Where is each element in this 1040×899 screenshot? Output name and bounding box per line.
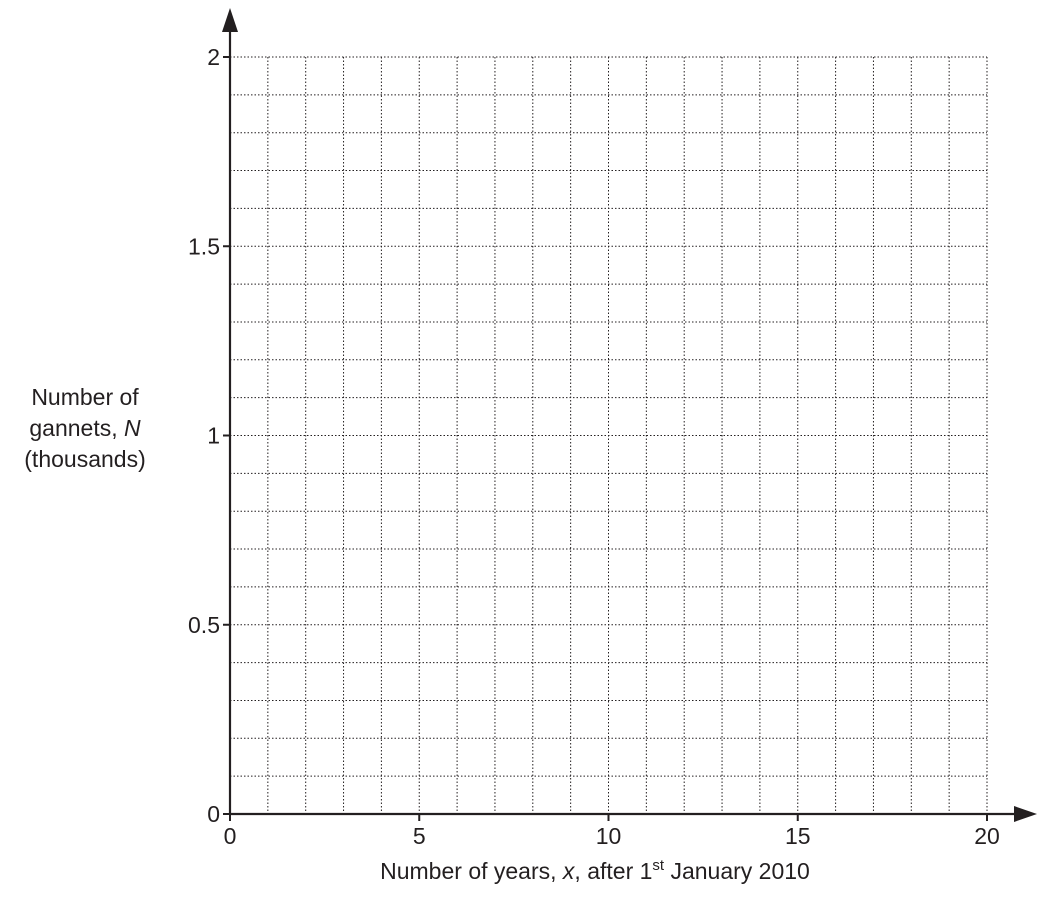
y-tick-label: 1.5	[188, 233, 220, 259]
x-axis-label-part-3: January 2010	[664, 858, 810, 884]
axes	[222, 8, 1037, 822]
x-tick-label: 5	[413, 823, 426, 849]
x-axis-label-part-2: , after 1	[574, 858, 653, 884]
y-tick-label: 0	[207, 801, 220, 827]
y-axis-variable: N	[124, 415, 141, 441]
x-tick-label: 20	[974, 823, 1000, 849]
y-axis-label-line-3: (thousands)	[24, 446, 146, 472]
x-tick-label: 0	[224, 823, 237, 849]
x-axis-label-part-1: Number of years,	[380, 858, 563, 884]
y-tick-label: 2	[207, 44, 220, 70]
y-tick-label: 0.5	[188, 612, 220, 638]
x-axis-label-ordinal: st	[652, 857, 665, 874]
tick-labels: 00.511.520 5 10 15 20	[188, 44, 1000, 849]
x-axis-label: Number of years, x, after 1st January 20…	[250, 858, 940, 885]
dotted-grid	[230, 56, 988, 814]
y-axis-label-line-2: gannets, N	[4, 413, 166, 444]
x-axis-arrowhead	[1014, 806, 1037, 822]
x-tick-label: 10	[596, 823, 622, 849]
x-tick-label: 15	[785, 823, 811, 849]
y-axis-label-line-1: Number of	[31, 384, 139, 410]
y-axis-label-text: gannets,	[29, 415, 124, 441]
x-axis-variable: x	[562, 858, 575, 884]
y-axis-arrowhead	[222, 8, 238, 32]
y-tick-label: 1	[207, 423, 220, 449]
y-axis-label: Number of gannets, N (thousands)	[4, 382, 166, 475]
